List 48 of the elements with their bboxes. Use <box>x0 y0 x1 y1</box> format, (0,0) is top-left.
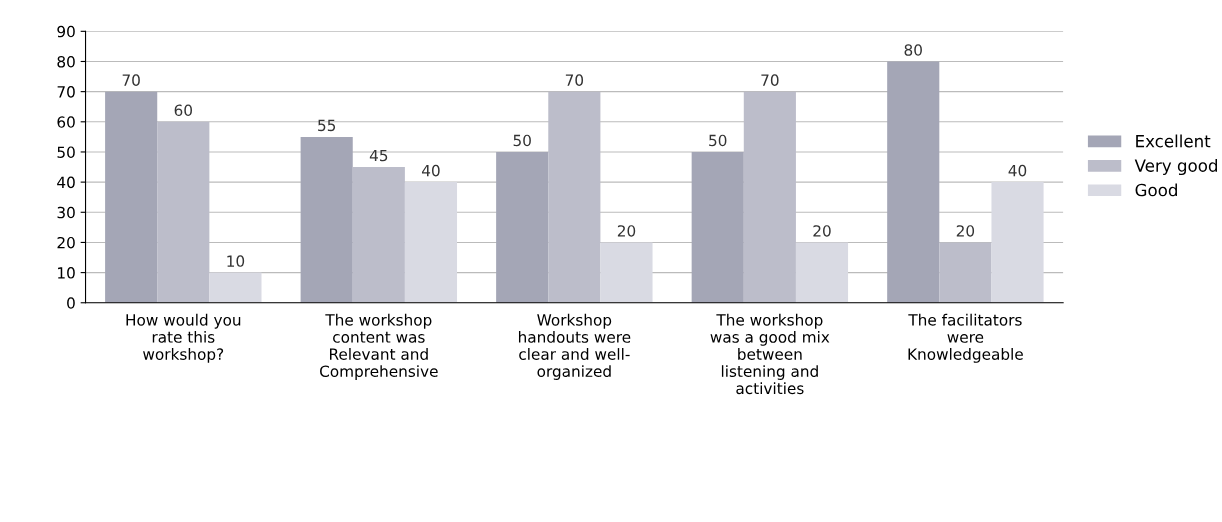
x-tick-label: The workshop was a good mix between listening and activities <box>710 313 830 395</box>
x-tick-label: The workshop content was Relevant and Comprehensive <box>320 313 438 380</box>
legend-label: Good <box>1135 183 1177 197</box>
data-label: 20 <box>813 225 831 237</box>
bar <box>939 242 992 303</box>
data-label: 55 <box>318 119 336 132</box>
y-tick-label: 30 <box>57 206 75 219</box>
bar <box>352 167 405 303</box>
legend-label: Very good <box>1134 158 1217 176</box>
data-label: 70 <box>761 74 779 86</box>
x-tick-label: The facilitators were Knowledgeable <box>908 313 1023 363</box>
y-tick-label: 10 <box>58 267 75 279</box>
data-label: 80 <box>904 44 922 56</box>
bar <box>404 182 458 303</box>
bar <box>105 91 158 303</box>
y-tick-label: 50 <box>57 146 75 158</box>
bar <box>209 272 262 303</box>
data-label: 40 <box>421 164 440 177</box>
x-tick-label: Workshop handouts were clear and well- organized <box>518 313 631 380</box>
bar <box>991 182 1044 303</box>
bar <box>496 151 549 303</box>
bar <box>743 91 796 303</box>
data-label: 70 <box>122 74 140 86</box>
data-label: 70 <box>565 74 584 86</box>
x-tick-label: How would you rate this workshop? <box>126 313 241 363</box>
bar <box>691 151 744 303</box>
y-tick-label: 60 <box>57 116 75 128</box>
data-label: 20 <box>956 225 975 237</box>
data-label: 10 <box>227 255 245 267</box>
data-label: 45 <box>369 149 388 162</box>
y-tick-label: 80 <box>57 55 75 68</box>
data-label: 20 <box>617 225 636 237</box>
y-tick-label: 90 <box>57 25 75 38</box>
bar <box>548 91 601 303</box>
y-tick-label: 40 <box>57 176 75 189</box>
data-label: 50 <box>709 134 727 147</box>
bar <box>887 61 940 303</box>
legend-label: Excellent <box>1136 134 1211 148</box>
y-tick-label: 20 <box>57 236 75 249</box>
data-label: 40 <box>1008 164 1027 177</box>
bar <box>300 136 353 303</box>
data-label: 50 <box>513 134 531 147</box>
bar <box>600 242 653 303</box>
y-tick-label: 0 <box>67 297 75 309</box>
data-label: 60 <box>174 104 193 117</box>
bar <box>157 121 210 303</box>
bar <box>795 242 849 303</box>
y-tick-label: 70 <box>57 86 75 98</box>
